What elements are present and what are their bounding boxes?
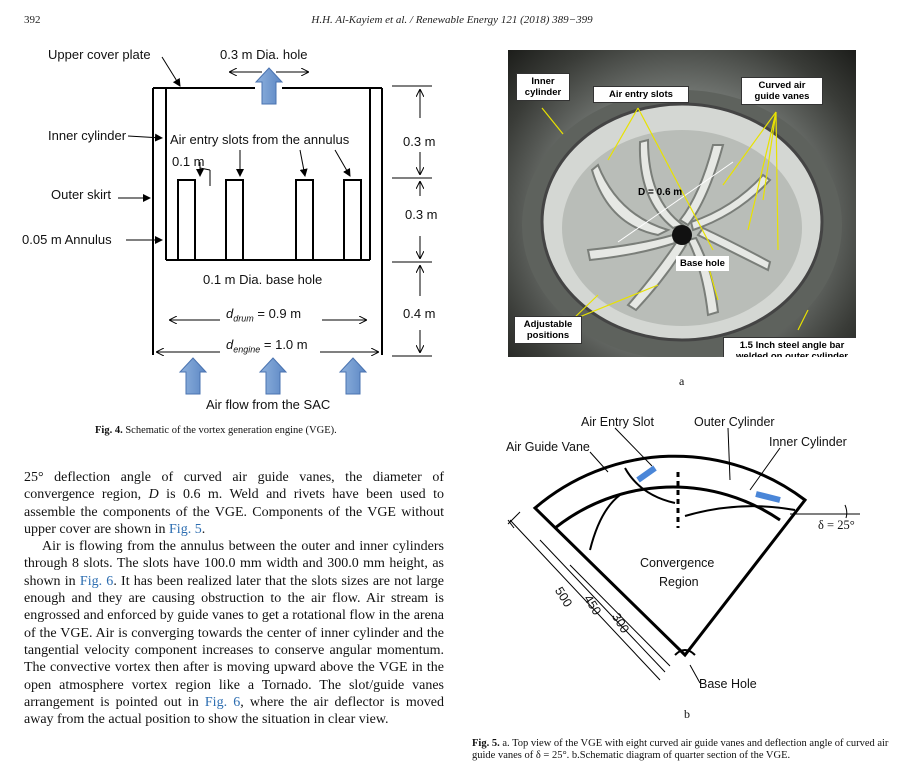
inflow-arrow-icon xyxy=(338,357,368,395)
fig4-caption: Fig. 4. Schematic of the vortex generati… xyxy=(95,425,337,437)
label-angle: δ = 25° xyxy=(818,518,855,532)
body-text: 25° deflection angle of curved air guide… xyxy=(24,469,444,728)
d-engine-subscript: engine xyxy=(233,344,261,355)
p1-part-a: 25° deflection angle of curved air guide… xyxy=(24,470,444,503)
label-air-entry-slot: Air Entry Slot xyxy=(581,415,654,429)
label-d-engine: dengine = 1.0 m xyxy=(226,337,308,355)
journal-header: H.H. Al-Kayiem et al. / Renewable Energy… xyxy=(311,14,593,26)
inflow-arrow-icon xyxy=(178,357,208,395)
label-outer-skirt: Outer skirt xyxy=(51,187,111,202)
label-inner-cylinder-b: Inner Cylinder xyxy=(769,435,847,449)
label-air-guide-vane: Air Guide Vane xyxy=(506,440,590,454)
figure-link[interactable]: Fig. 6 xyxy=(204,694,241,710)
page-number: 392 xyxy=(24,14,41,26)
guide-vane xyxy=(589,494,621,551)
p2-part-b: . It has been realized later that the sl… xyxy=(24,573,444,710)
fig5-caption-label: Fig. 5. xyxy=(472,738,500,749)
callout-adjustable: Adjustable positions xyxy=(514,316,582,344)
p1-part-c: . xyxy=(201,521,206,537)
paragraph-2: Air is flowing from the annulus between … xyxy=(24,538,444,728)
label-base-hole: 0.1 m Dia. base hole xyxy=(203,272,323,287)
callout-angle-bar: 1.5 Inch steel angle bar welded on outer… xyxy=(723,337,856,357)
label-region: Region xyxy=(659,575,699,589)
slot-3 xyxy=(295,179,314,261)
label-inner-cylinder: Inner cylinder xyxy=(48,128,127,143)
label-d-drum: ddrum = 0.9 m xyxy=(226,306,301,324)
fig4-schematic xyxy=(118,56,432,395)
label-diameter: D = 0.6 m xyxy=(638,187,683,198)
label-convergence: Convergence xyxy=(640,556,715,570)
outer-cylinder-arc xyxy=(532,454,808,658)
fig5a-photo: Inner cylinder Air entry slots Curved ai… xyxy=(508,50,856,357)
fig5-caption-text: a. Top view of the VGE with eight curved… xyxy=(472,738,889,761)
slot-2 xyxy=(225,179,244,261)
d-drum-subscript: drum xyxy=(233,313,254,324)
label-slot-width: 0.1 m xyxy=(172,154,205,169)
callout-base-hole: Base hole xyxy=(676,256,729,271)
label-annulus: 0.05 m Annulus xyxy=(22,232,112,247)
p2-part-c: , where the air deflector is moved away … xyxy=(24,694,444,728)
guide-vane xyxy=(684,505,796,517)
label-air-flow: Air flow from the SAC xyxy=(206,397,331,412)
p2-part-a: Air is flowing from the annulus between … xyxy=(24,539,444,589)
figure-link[interactable]: Fig. 6 xyxy=(79,573,114,589)
d-drum-symbol: d xyxy=(226,306,234,321)
air-flow-arrow-icon xyxy=(636,465,657,483)
label-height-1: 0.3 m xyxy=(403,134,436,149)
d-engine-value: = 1.0 m xyxy=(263,337,308,352)
callout-curved-vanes: Curved air guide vanes xyxy=(741,77,823,105)
label-air-entry-slots: Air entry slots from the annulus xyxy=(170,132,350,147)
outflow-arrow-icon xyxy=(254,67,284,105)
fig5b-schematic xyxy=(507,427,860,684)
label-dia-hole: 0.3 m Dia. hole xyxy=(220,47,308,62)
fig5b-sublabel: b xyxy=(684,707,690,721)
fig4-caption-text: Schematic of the vortex generation engin… xyxy=(125,425,337,436)
fig5a-sublabel: a xyxy=(679,374,685,388)
base-hole-photo xyxy=(672,225,692,245)
slot-4 xyxy=(343,179,362,261)
label-height-3: 0.4 m xyxy=(403,306,436,321)
label-height-2: 0.3 m xyxy=(405,207,438,222)
paragraph-1: 25° deflection angle of curved air guide… xyxy=(24,469,444,538)
slot-1 xyxy=(177,179,196,261)
fig4-caption-label: Fig. 4. xyxy=(95,425,123,436)
vge-photo-drawing xyxy=(522,90,842,357)
p1-symbol-d: D xyxy=(148,487,159,503)
p1-part-b: is 0.6 m. Weld and rivets have been used… xyxy=(24,487,444,537)
air-flow-arrow-icon xyxy=(755,491,781,503)
label-outer-cylinder: Outer Cylinder xyxy=(694,415,775,429)
guide-vane xyxy=(624,467,676,504)
label-base-hole-b: Base Hole xyxy=(699,677,757,691)
fig5-caption: Fig. 5. a. Top view of the VGE with eigh… xyxy=(472,738,897,762)
inflow-arrow-icon xyxy=(258,357,288,395)
d-engine-symbol: d xyxy=(226,337,234,352)
callout-air-entry-slots: Air entry slots xyxy=(593,86,689,103)
d-drum-value: = 0.9 m xyxy=(257,306,302,321)
inner-cylinder-arc xyxy=(554,485,781,530)
figure-link[interactable]: Fig. 5 xyxy=(169,521,202,537)
label-upper-cover-plate: Upper cover plate xyxy=(48,47,151,62)
callout-inner-cylinder: Inner cylinder xyxy=(516,73,570,101)
